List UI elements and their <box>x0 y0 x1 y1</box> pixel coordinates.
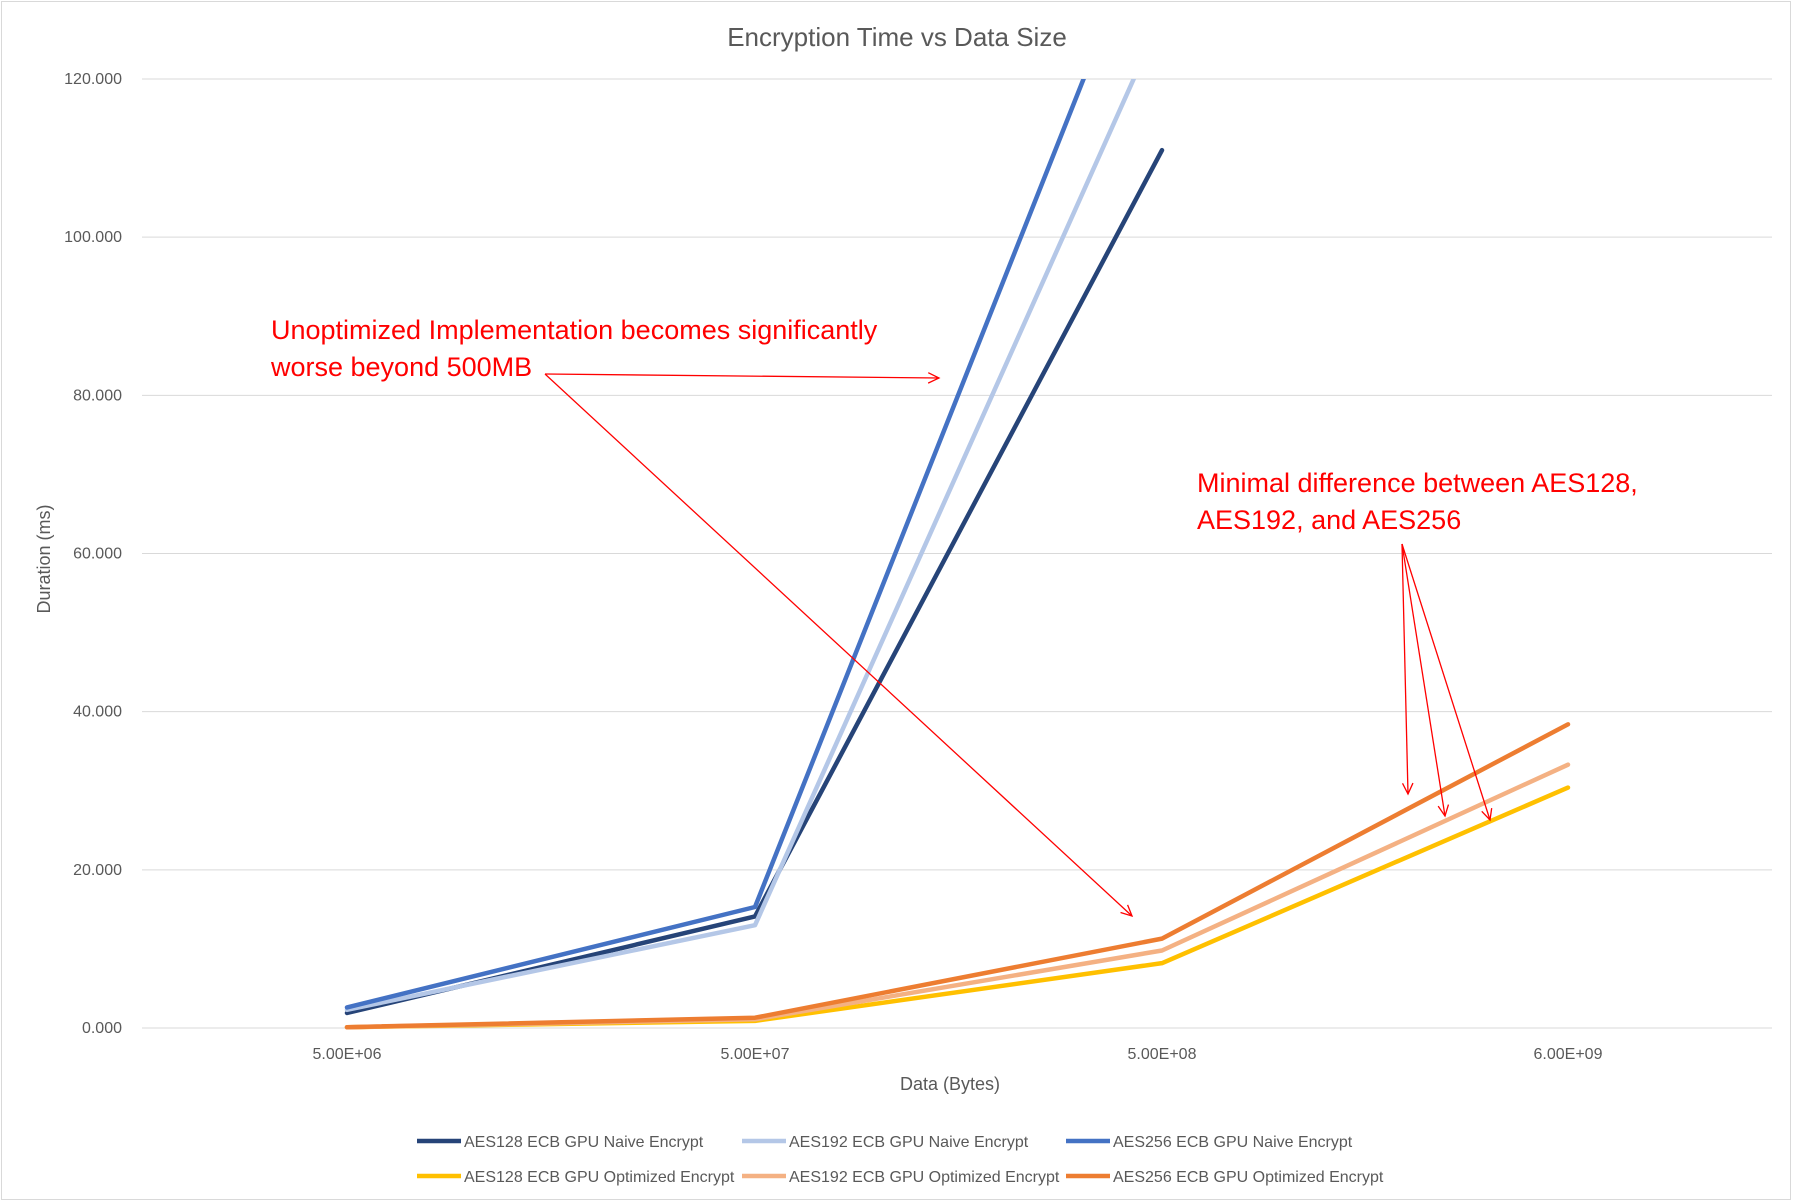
y-tick-label: 80.000 <box>73 387 122 404</box>
legend-item: AES192 ECB GPU Optimized Encrypt <box>742 1169 1060 1186</box>
y-tick-label: 100.000 <box>64 229 122 246</box>
legend-item: AES256 ECB GPU Naive Encrypt <box>1066 1134 1353 1151</box>
y-axis-label: Duration (ms) <box>34 504 54 613</box>
series-line <box>344 79 1086 1010</box>
legend-label: AES256 ECB GPU Optimized Encrypt <box>1113 1169 1384 1186</box>
arrow-head <box>927 372 941 384</box>
y-tick-label: 0.000 <box>82 1020 122 1037</box>
annotation-arrow <box>544 373 940 379</box>
y-tick-labels: 0.000 20.000 40.000 60.000 80.000 100.000 120.… <box>64 71 122 1037</box>
series-line <box>344 762 1571 1030</box>
legend: AES128 ECB GPU Naive Encrypt AES192 ECB G… <box>417 1134 1384 1186</box>
annotation-arrow <box>1401 543 1491 821</box>
x-axis-label: Data (Bytes) <box>900 1074 1000 1094</box>
series-line <box>344 79 1137 1013</box>
legend-label: AES128 ECB GPU Naive Encrypt <box>464 1134 704 1151</box>
legend-label: AES256 ECB GPU Naive Encrypt <box>1113 1134 1353 1151</box>
legend-item: AES128 ECB GPU Optimized Encrypt <box>417 1169 735 1186</box>
annotation-text-line: Unoptimized Implementation becomes signi… <box>271 315 878 345</box>
y-tick-label: 40.000 <box>73 704 122 721</box>
x-tick-label: 5.00E+08 <box>1128 1046 1197 1063</box>
x-tick-label: 6.00E+09 <box>1534 1046 1603 1063</box>
annotation-text-line: AES192, and AES256 <box>1197 505 1461 535</box>
annotations: Unoptimized Implementation becomes signi… <box>270 315 1638 918</box>
series-line <box>344 722 1571 1030</box>
gridlines <box>142 78 1772 1029</box>
annotation-arrow <box>1401 543 1446 817</box>
arrow-head <box>1481 808 1493 822</box>
arrow-head <box>1120 904 1134 918</box>
annotation-text-line: Minimal difference between AES128, <box>1197 468 1638 498</box>
annotation-text-line: worse beyond 500MB <box>270 352 532 382</box>
series-line <box>344 147 1165 1016</box>
series-lines <box>344 79 1571 1030</box>
arrow-head <box>1437 804 1450 818</box>
arrow-head <box>1401 782 1414 796</box>
y-tick-label: 60.000 <box>73 546 122 563</box>
legend-label: AES128 ECB GPU Optimized Encrypt <box>464 1169 735 1186</box>
legend-label: AES192 ECB GPU Naive Encrypt <box>789 1134 1029 1151</box>
y-tick-label: 20.000 <box>73 862 122 879</box>
legend-item: AES256 ECB GPU Optimized Encrypt <box>1066 1169 1384 1186</box>
annotation-arrow <box>544 373 1133 917</box>
x-tick-label: 5.00E+07 <box>721 1046 790 1063</box>
legend-label: AES192 ECB GPU Optimized Encrypt <box>789 1169 1060 1186</box>
x-tick-labels: 5.00E+06 5.00E+07 5.00E+08 6.00E+09 <box>313 1046 1603 1063</box>
legend-item: AES128 ECB GPU Naive Encrypt <box>417 1134 704 1151</box>
chart-title: Encryption Time vs Data Size <box>727 22 1067 52</box>
annotation-arrow <box>1401 543 1409 795</box>
y-tick-label: 120.000 <box>64 71 122 88</box>
x-tick-label: 5.00E+06 <box>313 1046 382 1063</box>
legend-item: AES192 ECB GPU Naive Encrypt <box>742 1134 1029 1151</box>
